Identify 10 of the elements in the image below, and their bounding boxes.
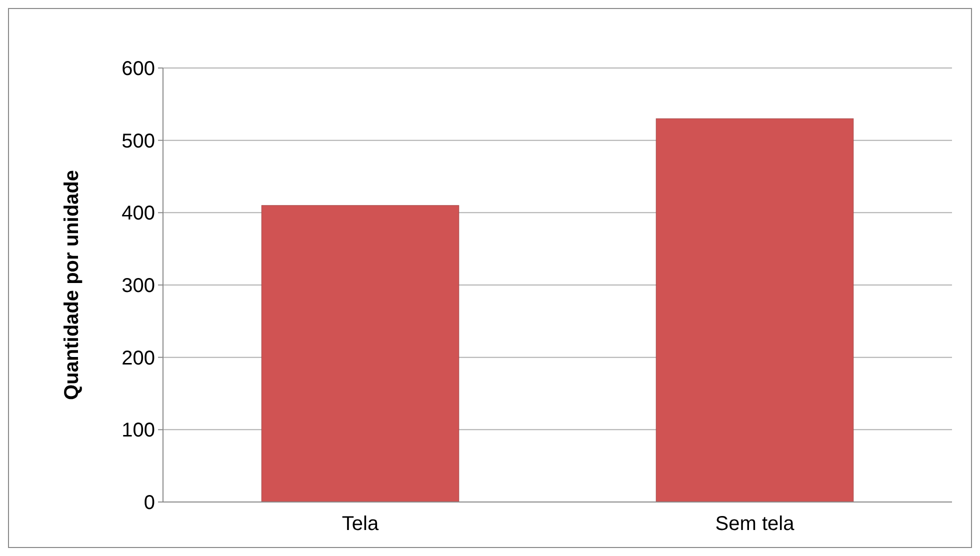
y-tick-label: 300 (122, 275, 155, 297)
y-axis-title: Quantidade por unidade (61, 170, 83, 400)
x-tick-label: Tela (342, 513, 380, 535)
x-tick-label: Sem tela (715, 513, 796, 535)
y-tick-label: 0 (144, 492, 155, 514)
y-tick-label: 200 (122, 347, 155, 370)
y-tick-label: 500 (122, 130, 155, 152)
y-tick-label: 100 (122, 420, 155, 442)
y-tick-label: 600 (122, 58, 155, 80)
y-tick-label: 400 (122, 202, 155, 225)
